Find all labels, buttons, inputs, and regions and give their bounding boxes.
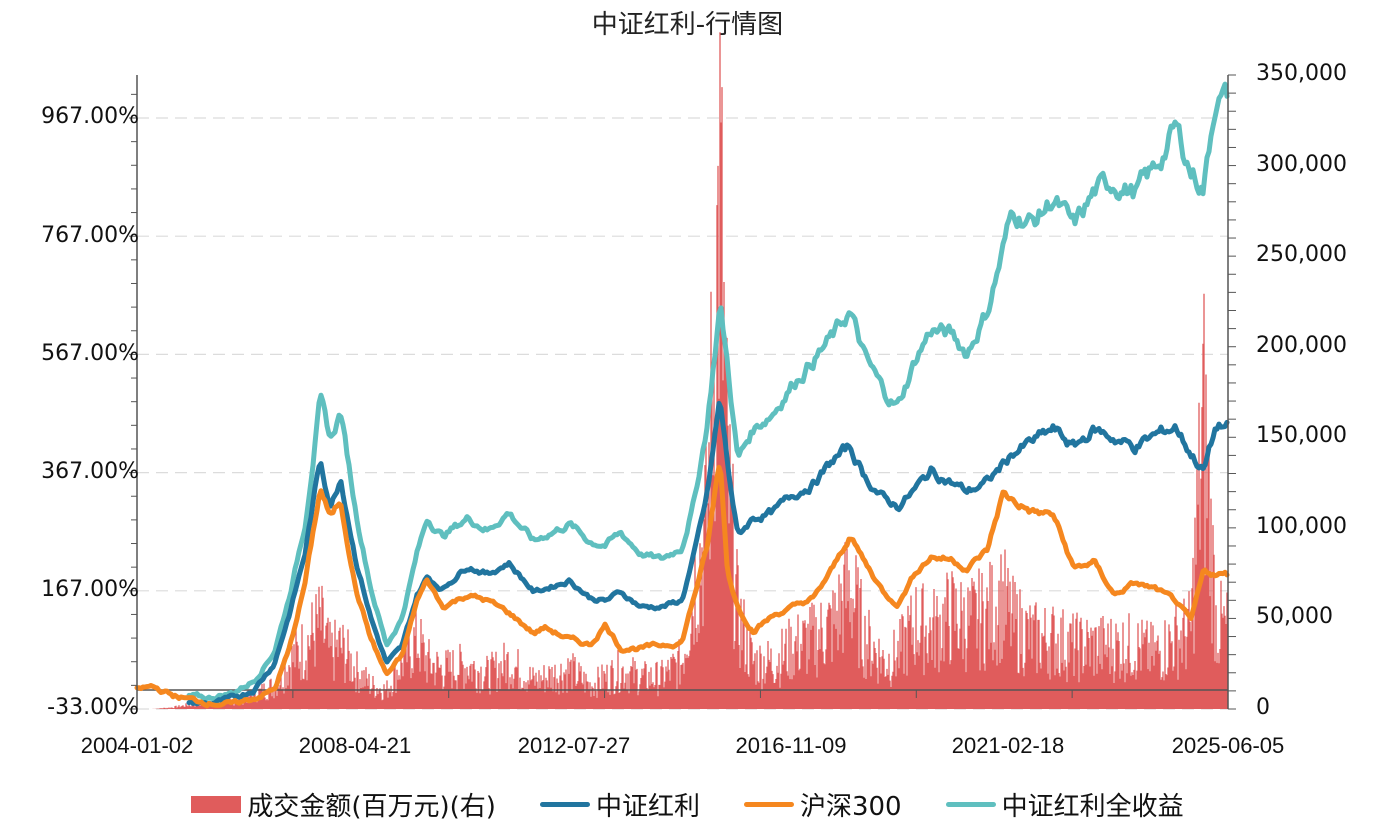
gridlines bbox=[137, 117, 1228, 710]
legend-item-volume[interactable]: 成交金额(百万元)(右) bbox=[191, 786, 496, 823]
left-axis-label: -33.00% bbox=[47, 695, 139, 720]
left-axis-label: 767.00% bbox=[41, 223, 139, 248]
legend-item-csi-dividend-total-return[interactable]: 中证红利全收益 bbox=[945, 786, 1184, 823]
legend-label: 沪深300 bbox=[799, 792, 902, 822]
line-swatch-icon bbox=[743, 802, 794, 807]
chart-title: 中证红利-行情图 bbox=[591, 10, 784, 40]
left-axis-label: 967.00% bbox=[41, 104, 139, 129]
left-axis-label: 367.00% bbox=[41, 459, 139, 484]
x-axis-label: 2008-04-21 bbox=[298, 733, 412, 758]
chart-legend: 成交金额(百万元)(右) 中证红利 沪深300 中证红利全收益 bbox=[0, 786, 1375, 823]
left-axis-ticks bbox=[129, 93, 137, 710]
right-axis-label: 0 bbox=[1256, 695, 1270, 720]
x-axis-label: 2004-01-02 bbox=[80, 733, 194, 758]
right-axis-label: 150,000 bbox=[1256, 423, 1347, 448]
x-axis-ticks bbox=[292, 690, 1073, 698]
x-axis-label: 2012-07-27 bbox=[517, 733, 631, 758]
right-axis-ticks bbox=[1228, 74, 1236, 710]
legend-label: 中证红利 bbox=[595, 792, 700, 822]
legend-item-csi-dividend[interactable]: 中证红利 bbox=[539, 786, 700, 823]
right-axis-label: 350,000 bbox=[1256, 61, 1347, 86]
line-swatch-icon bbox=[945, 802, 996, 807]
line-swatch-icon bbox=[539, 802, 590, 807]
right-axis-label: 100,000 bbox=[1256, 514, 1347, 539]
series-lines bbox=[134, 81, 1230, 709]
legend-label: 成交金额(百万元)(右) bbox=[247, 792, 496, 822]
legend-label: 中证红利全收益 bbox=[1001, 792, 1184, 822]
right-axis-label: 200,000 bbox=[1256, 333, 1347, 358]
bar-swatch-icon bbox=[191, 796, 242, 813]
left-axis-label: 167.00% bbox=[41, 577, 139, 602]
x-axis-label: 2016-11-09 bbox=[735, 733, 847, 758]
left-axis-label: 567.00% bbox=[41, 341, 139, 366]
x-axis-label: 2021-02-18 bbox=[951, 733, 1065, 758]
right-axis-label: 50,000 bbox=[1256, 604, 1333, 629]
right-axis-label: 300,000 bbox=[1256, 152, 1347, 177]
x-axis-label: 2025-06-05 bbox=[1171, 733, 1285, 758]
legend-item-csi300[interactable]: 沪深300 bbox=[743, 786, 902, 823]
right-axis-label: 250,000 bbox=[1256, 242, 1347, 267]
